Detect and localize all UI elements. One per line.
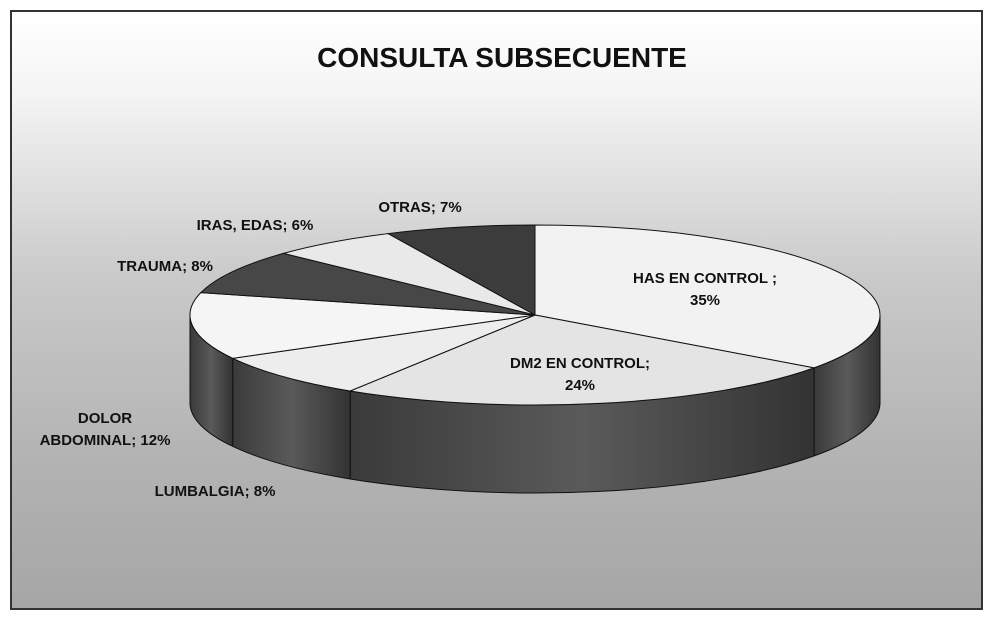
value-label: 6%	[291, 217, 314, 234]
category-label: DM2 EN CONTROL;	[510, 355, 650, 372]
data-label: OTRAS; 7%	[320, 197, 520, 219]
category-label: LUMBALGIA;	[154, 483, 250, 500]
data-label: TRAUMA; 8%	[65, 256, 265, 278]
data-label: IRAS, EDAS; 6%	[155, 215, 355, 237]
category-label: HAS EN CONTROL ;	[633, 270, 777, 287]
value-label: 8%	[253, 483, 276, 500]
value-label: 12%	[140, 432, 171, 449]
value-label: 7%	[439, 199, 462, 216]
pie-slice	[189, 292, 536, 359]
value-label: 35%	[689, 292, 721, 309]
value-label: 24%	[564, 377, 596, 394]
pie-slice	[534, 224, 881, 369]
data-label: DM2 EN CONTROL; 24%	[480, 353, 680, 397]
value-label: 8%	[191, 258, 213, 275]
data-label: HAS EN CONTROL ; 35%	[605, 268, 805, 312]
category-label: TRAUMA;	[117, 258, 188, 275]
category-label: DOLOR ABDOMINAL;	[39, 410, 137, 449]
data-label: DOLOR ABDOMINAL; 12%	[30, 408, 180, 452]
chart-title: CONSULTA SUBSECUENTE	[317, 42, 687, 73]
pie-slice	[230, 314, 536, 392]
category-label: OTRAS;	[378, 199, 436, 216]
category-label: IRAS, EDAS;	[196, 217, 288, 234]
data-label: LUMBALGIA; 8%	[115, 481, 315, 503]
pie-slice	[348, 314, 817, 406]
pie-slice	[281, 233, 536, 316]
pie-slice	[386, 224, 536, 316]
pie-slice	[199, 252, 536, 316]
